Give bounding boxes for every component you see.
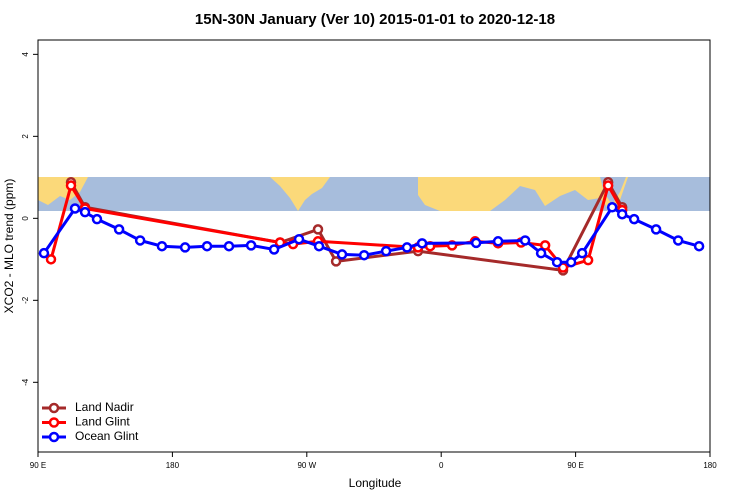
data-point	[551, 256, 563, 268]
x-tick-label: 90 W	[297, 461, 316, 470]
data-point	[650, 224, 662, 235]
chart-title: 15N-30N January (Ver 10) 2015-01-01 to 2…	[195, 11, 555, 28]
y-tick-label: -4	[21, 378, 30, 386]
data-point	[79, 206, 91, 218]
data-point	[156, 240, 168, 252]
data-point	[416, 238, 428, 249]
y-axis-label: XCO2 - MLO trend (ppm)	[2, 179, 16, 314]
data-point	[535, 247, 547, 259]
data-point	[330, 256, 342, 267]
x-tick-label: 0	[439, 461, 444, 470]
data-point	[223, 240, 235, 252]
legend-marker	[48, 431, 60, 443]
y-tick-label: -2	[21, 296, 30, 304]
data-point	[245, 240, 257, 251]
map-band	[38, 177, 710, 211]
data-point	[672, 235, 684, 246]
data-point	[45, 254, 57, 265]
legend-label: Land Glint	[75, 415, 130, 429]
data-point	[179, 242, 191, 253]
legend-label: Land Nadir	[75, 400, 134, 414]
plot-frame	[37, 39, 711, 453]
legend-marker	[48, 402, 60, 414]
data-point	[91, 213, 103, 225]
y-tick-label: 4	[21, 52, 30, 57]
legend-marker	[48, 417, 60, 428]
data-point	[519, 235, 531, 246]
data-point	[582, 254, 594, 266]
data-point	[401, 242, 413, 253]
data-point	[380, 245, 392, 257]
data-point	[492, 236, 504, 247]
data-point	[201, 240, 213, 252]
data-point	[312, 224, 324, 235]
data-point	[313, 240, 325, 252]
data-point	[293, 233, 305, 245]
data-point	[358, 249, 370, 261]
x-tick-label: 180	[166, 461, 180, 470]
data-point	[38, 247, 50, 259]
data-point	[539, 240, 551, 251]
data-point	[268, 244, 280, 255]
data-point	[628, 213, 640, 225]
data-point	[576, 247, 588, 259]
data-point	[134, 235, 146, 246]
y-tick-label: 2	[21, 134, 30, 139]
y-tick-label: 0	[21, 216, 30, 221]
data-point	[565, 256, 577, 268]
x-tick-label: 90 E	[30, 461, 46, 470]
x-tick-label: 90 E	[567, 461, 583, 470]
x-axis-label: Longitude	[349, 476, 402, 490]
data-point	[616, 208, 628, 220]
data-point	[602, 180, 614, 191]
data-point	[470, 237, 482, 249]
legend-label: Ocean Glint	[75, 429, 139, 443]
x-tick-label: 180	[703, 461, 717, 470]
data-point	[693, 240, 705, 252]
data-point	[113, 224, 125, 235]
data-point	[69, 203, 81, 214]
data-point	[606, 202, 618, 213]
data-point	[65, 180, 77, 191]
data-point	[336, 249, 348, 260]
